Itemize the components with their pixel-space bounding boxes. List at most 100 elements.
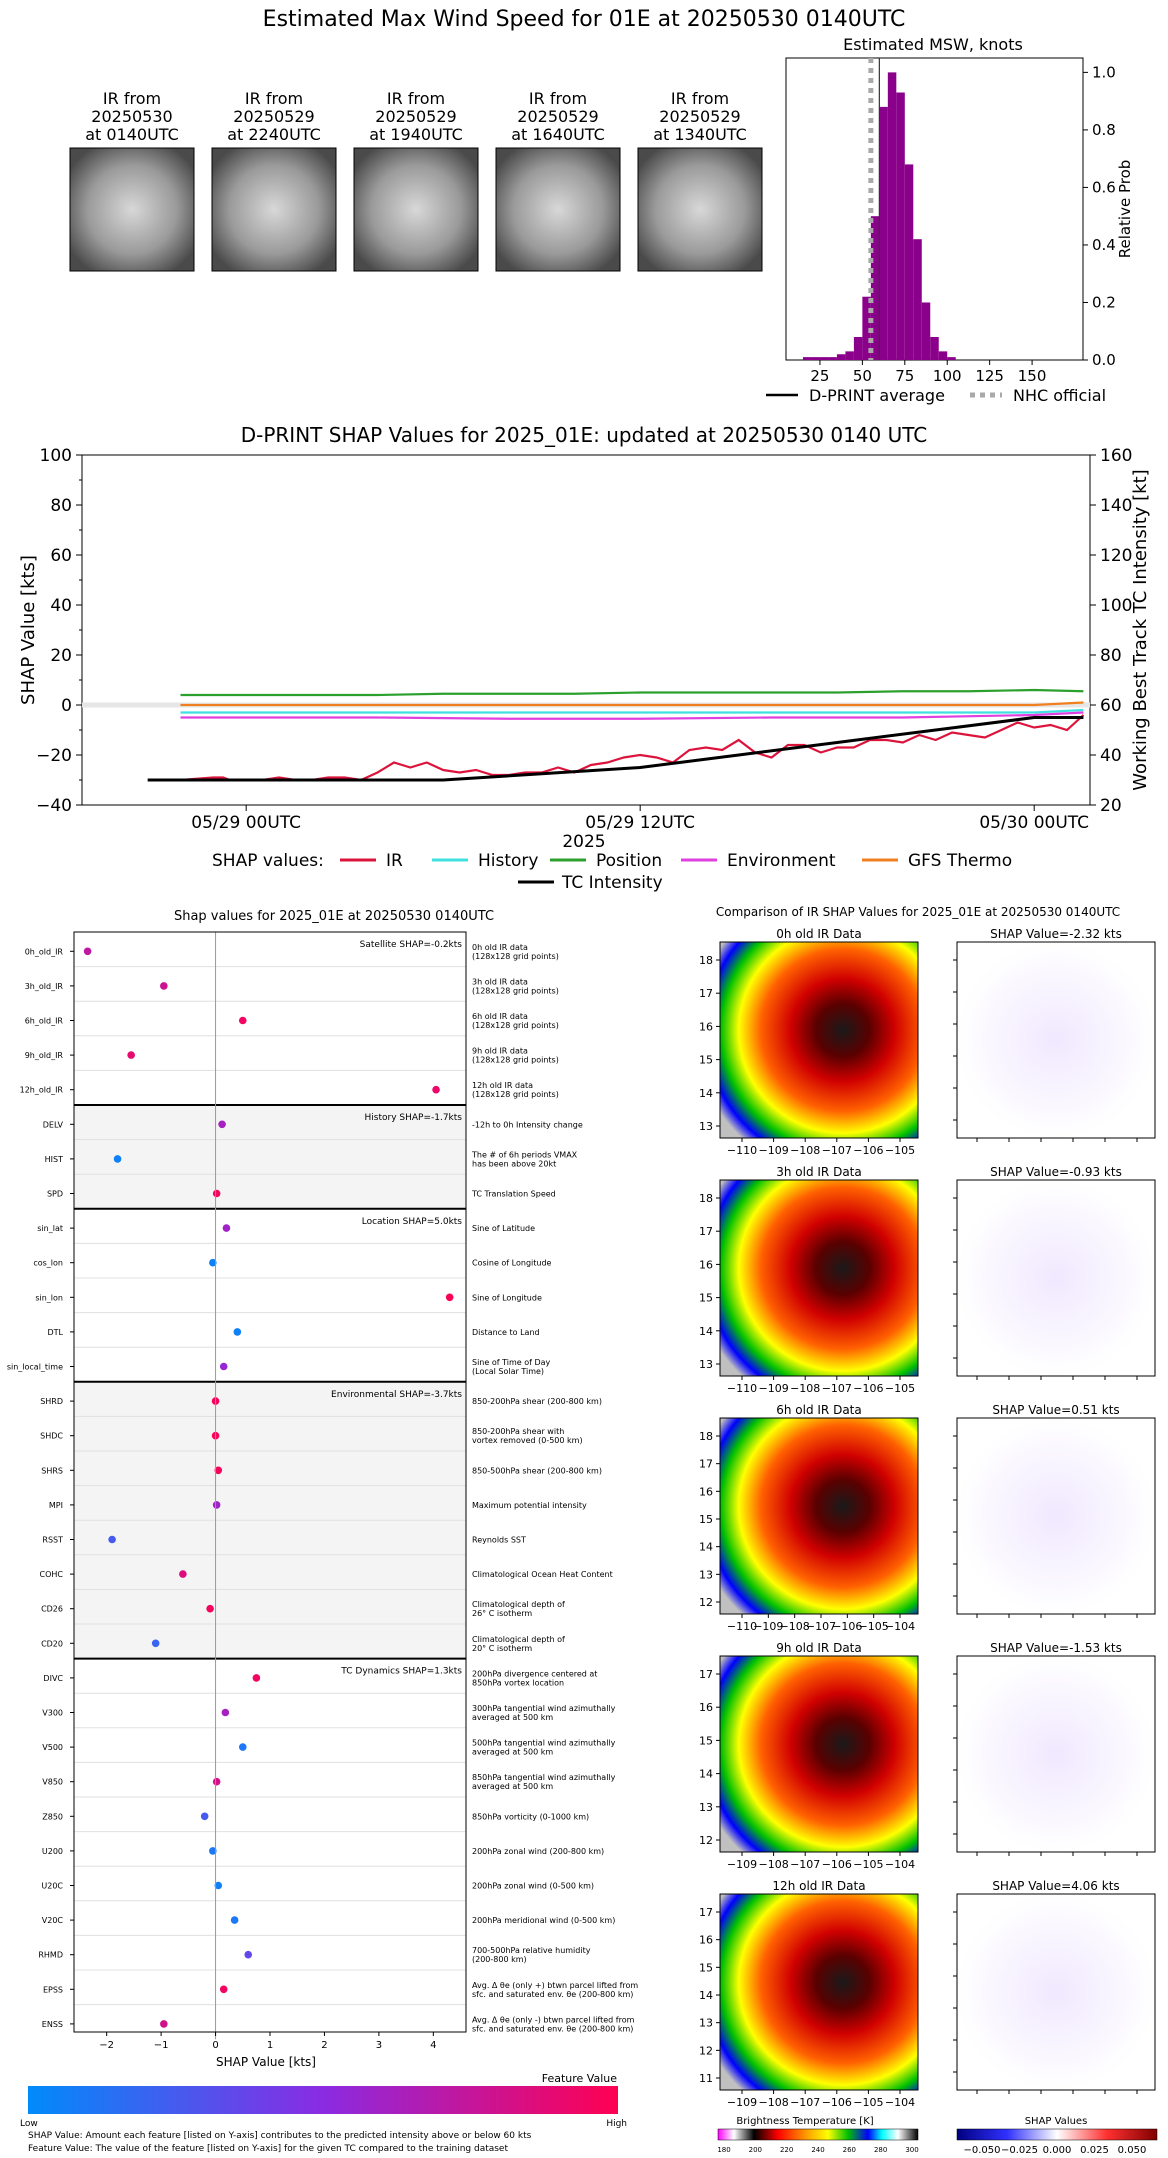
tick-label: 1.0: [1092, 63, 1116, 81]
ir-panel-title: 6h old IR Data: [776, 1403, 862, 1417]
tick-label: −109: [727, 2096, 757, 2109]
feature-description: -12h to 0h Intensity change: [472, 1120, 583, 1129]
histogram-bar: [921, 302, 931, 360]
tick-label: −107: [822, 1382, 852, 1395]
histogram-bars: [802, 58, 956, 361]
ir-panel-image: [719, 1893, 919, 2091]
feature-name: CD26: [41, 1605, 63, 1614]
feature-description: Climatological depth of: [472, 1600, 565, 1609]
tick-label: 13: [699, 1568, 713, 1581]
feature-x-ticks: −2 −1 0 1 2 3 4: [99, 2032, 437, 2051]
thumbnail-label-line1: IR from: [103, 89, 161, 108]
feature-name: sin_local_time: [7, 1363, 63, 1372]
tick-label: −110: [727, 1382, 757, 1395]
thumbnail-label-line2: 20250529: [659, 107, 740, 126]
tick-label: 0.2: [1092, 293, 1116, 311]
tick-label: 25: [810, 367, 829, 385]
tick-label: −0.025: [1001, 2145, 1038, 2156]
tick-label: 13: [699, 1358, 713, 1371]
feature-point: [252, 1674, 261, 1682]
tick-label: 180: [717, 2146, 730, 2154]
tick-label: 0.000: [1043, 2145, 1072, 2156]
tick-label: 14: [699, 1087, 713, 1100]
tick-label: 50: [853, 367, 872, 385]
feature-description: (128x128 grid points): [472, 1056, 559, 1065]
thumbnail-label-line1: IR from: [387, 89, 445, 108]
tick-label: −108: [758, 1858, 788, 1871]
tick-label: 15: [699, 1961, 713, 1974]
tick-label: 18: [699, 954, 713, 967]
feature-description: Distance to Land: [472, 1328, 540, 1337]
feature-point: [238, 1016, 247, 1025]
tick-label: 0: [212, 2040, 218, 2051]
legend-label: TC Intensity: [561, 873, 663, 893]
timeseries-x-label: 2025: [562, 832, 605, 852]
shap-panel-title: SHAP Value=-0.93 kts: [990, 1165, 1122, 1179]
ir-panel-image: [719, 1655, 919, 1853]
feature-description: (200-800 km): [472, 1955, 527, 1964]
tick-label: −104: [885, 1858, 915, 1871]
histogram-frame: [785, 57, 1084, 361]
feature-x-label: SHAP Value [kts]: [216, 2055, 316, 2069]
group-title: Satellite SHAP=-0.2kts: [360, 940, 463, 950]
feature-chart-title: Shap values for 2025_01E at 20250530 014…: [174, 909, 494, 924]
feature-point: [212, 1501, 221, 1509]
histogram-bar: [896, 92, 905, 360]
shap-colorbar: SHAP Values −0.050 −0.025 0.000 0.025 0.050: [956, 2116, 1158, 2156]
shap-panel-image: [956, 1893, 1156, 2091]
feature-description: The # of 6h periods VMAX: [471, 1150, 578, 1159]
tick-label: −107: [806, 1620, 836, 1633]
thumbnail-label-line3: at 1640UTC: [511, 125, 605, 144]
tick-label: 17: [699, 987, 713, 1000]
tick-label: 1: [267, 2040, 273, 2051]
series-line-ir: [180, 714, 1085, 782]
feature-point: [200, 1812, 209, 1821]
feature-point: [83, 947, 92, 956]
comparison-title: Comparison of IR SHAP Values for 2025_01…: [716, 905, 1120, 919]
feature-colorbar-bar: [28, 2086, 618, 2114]
tick-label: 13: [699, 1801, 713, 1814]
feature-description: Sine of Time of Day: [472, 1358, 551, 1367]
tick-label: 40: [50, 596, 72, 616]
feature-point: [212, 1777, 221, 1786]
tick-label: 15: [699, 1513, 713, 1526]
tick-label: 13: [699, 2017, 713, 2030]
histogram-y-ticks: 0.0 0.2 0.4 0.6 0.8 1.0: [1083, 63, 1116, 369]
tick-label: −106: [822, 2096, 852, 2109]
feature-colorbar-high: High: [606, 2119, 627, 2129]
thumbnail-label-line2: 20250529: [517, 107, 598, 126]
feature-description: sfc. and saturated env. θe (200-800 km): [472, 2024, 633, 2033]
group-title: History SHAP=-1.7kts: [365, 1113, 463, 1123]
tick-label: −110: [727, 1144, 757, 1157]
feature-point: [108, 1535, 116, 1544]
page-title: Estimated Max Wind Speed for 01E at 2025…: [263, 7, 906, 32]
ir-panel-title: 9h old IR Data: [776, 1641, 862, 1655]
tick-label: 240: [811, 2146, 824, 2154]
feature-point: [212, 1189, 221, 1198]
feature-description: 12h old IR data: [472, 1081, 533, 1090]
tick-label: 60: [1100, 696, 1122, 716]
feature-description: Avg. Δ θe (only +) btwn parcel lifted fr…: [472, 1981, 638, 1990]
group-title: TC Dynamics SHAP=1.3kts: [340, 1667, 462, 1677]
feature-description: Cosine of Longitude: [472, 1259, 552, 1268]
feature-description: TC Translation Speed: [471, 1190, 556, 1199]
ir-thumbnail-image: [637, 147, 763, 272]
feature-description: 200hPa zonal wind (200-800 km): [472, 1847, 604, 1856]
ir-panel-image: [719, 1179, 919, 1377]
histogram-bar: [887, 72, 897, 360]
tick-label: −1: [154, 2040, 169, 2051]
feature-rows: Satellite SHAP=-0.2kts 0h_old_IR 0h old IR…: [7, 932, 638, 2040]
tick-label: 0.8: [1092, 121, 1116, 139]
tick-label: 3: [376, 2040, 382, 2051]
timeseries-legend: SHAP values: IR History Position Environmen…: [212, 851, 1012, 893]
tick-label: 05/30 00UTC: [979, 813, 1089, 833]
tick-label: 0.0: [1092, 351, 1116, 369]
tick-label: 0.025: [1080, 2145, 1109, 2156]
histogram-bar: [811, 357, 820, 360]
group-title: Environmental SHAP=-3.7kts: [331, 1390, 462, 1400]
feature-description: 200hPa divergence centered at: [472, 1669, 597, 1678]
feature-value-colorbar: Feature Value Low High SHAP Value: Amoun…: [20, 2072, 627, 2154]
legend-label: GFS Thermo: [908, 851, 1012, 871]
tick-label: 0.4: [1092, 236, 1116, 254]
